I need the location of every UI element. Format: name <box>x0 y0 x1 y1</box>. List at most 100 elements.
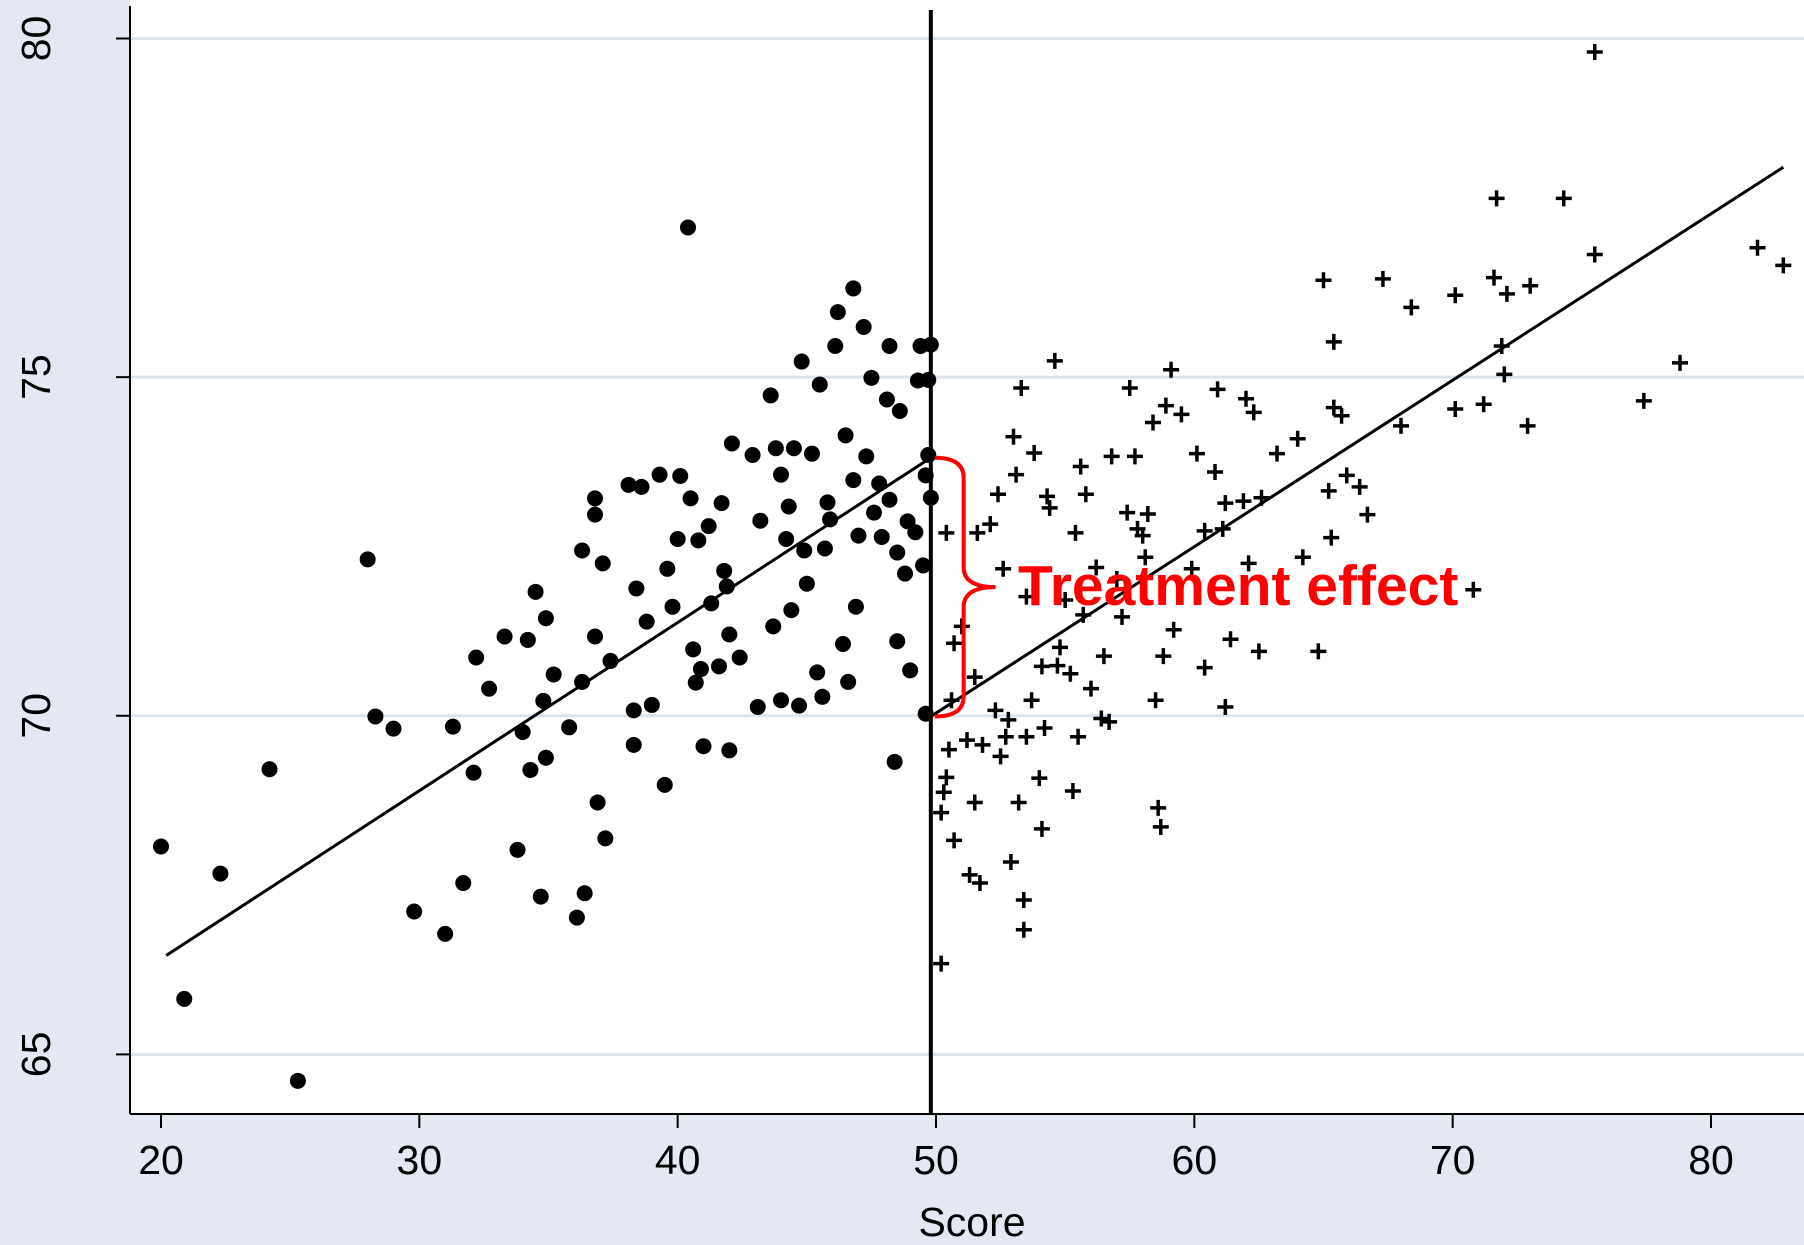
point <box>920 371 937 388</box>
point <box>1093 710 1110 727</box>
point <box>1145 414 1161 431</box>
point <box>855 319 872 336</box>
point <box>594 555 611 572</box>
point <box>1294 549 1311 566</box>
point <box>907 524 924 541</box>
point <box>643 696 660 713</box>
x-tick-label: 30 <box>397 1137 443 1183</box>
point <box>669 531 686 548</box>
point <box>959 732 975 749</box>
point <box>359 551 376 568</box>
point <box>1018 588 1035 605</box>
point <box>496 628 513 645</box>
point <box>749 698 766 715</box>
point <box>778 531 795 548</box>
point <box>1217 698 1234 715</box>
point <box>537 610 554 627</box>
point <box>1083 680 1099 697</box>
point <box>1209 381 1226 398</box>
point <box>1196 522 1213 539</box>
point <box>1163 361 1180 378</box>
point <box>897 565 913 582</box>
point <box>1522 277 1539 294</box>
point <box>773 466 789 483</box>
point <box>1325 399 1342 416</box>
point <box>969 524 986 541</box>
point <box>1235 493 1252 510</box>
point <box>1114 608 1130 625</box>
point <box>1134 527 1151 544</box>
point <box>444 718 461 735</box>
point <box>1155 648 1172 665</box>
point <box>1137 549 1154 566</box>
point <box>762 387 779 404</box>
point <box>589 794 606 811</box>
point <box>891 403 908 420</box>
point <box>695 738 712 755</box>
point <box>938 769 955 786</box>
point <box>1033 820 1050 837</box>
point <box>1005 428 1022 445</box>
x-tick-label: 60 <box>1172 1137 1218 1183</box>
point <box>1196 659 1213 676</box>
point <box>814 688 831 705</box>
point <box>1555 190 1572 207</box>
point <box>721 742 738 759</box>
point <box>1031 770 1048 787</box>
point <box>783 602 800 619</box>
point <box>682 490 699 507</box>
point <box>455 875 472 892</box>
point <box>568 909 585 926</box>
point <box>385 720 402 737</box>
point <box>664 598 681 615</box>
point <box>1077 486 1094 503</box>
point <box>1447 400 1464 417</box>
point <box>829 304 846 321</box>
point <box>1250 643 1267 660</box>
point <box>1052 639 1068 656</box>
point <box>1033 658 1050 675</box>
point <box>1147 692 1164 709</box>
point <box>915 557 932 574</box>
point <box>535 692 552 709</box>
point <box>835 635 851 652</box>
point <box>995 560 1012 577</box>
point <box>845 280 862 297</box>
point <box>1002 854 1019 871</box>
point <box>514 724 531 741</box>
point <box>685 641 702 658</box>
point <box>827 337 844 354</box>
point <box>587 490 603 507</box>
point <box>1238 390 1254 407</box>
point <box>656 776 673 793</box>
point <box>522 761 539 778</box>
point <box>767 440 784 457</box>
point <box>966 794 983 811</box>
point <box>816 540 833 557</box>
point <box>1519 417 1536 434</box>
point <box>545 666 562 683</box>
point <box>1010 794 1027 811</box>
point <box>1062 665 1079 682</box>
point <box>1338 467 1355 484</box>
point <box>1245 404 1262 421</box>
plot-area <box>130 0 1804 1114</box>
point <box>574 542 591 559</box>
point <box>587 628 603 645</box>
point <box>1041 499 1058 516</box>
point <box>625 702 642 719</box>
point <box>561 719 578 736</box>
point <box>1015 891 1032 908</box>
point <box>576 885 593 902</box>
y-tick-label: 75 <box>13 354 59 400</box>
point <box>721 626 738 643</box>
point <box>1240 555 1257 572</box>
point <box>809 664 826 681</box>
y-tick-label: 80 <box>13 16 59 62</box>
point <box>940 741 957 758</box>
point <box>711 658 727 675</box>
point <box>847 598 864 615</box>
y-tick-label: 70 <box>13 693 59 739</box>
point <box>933 955 950 972</box>
point <box>902 662 919 679</box>
